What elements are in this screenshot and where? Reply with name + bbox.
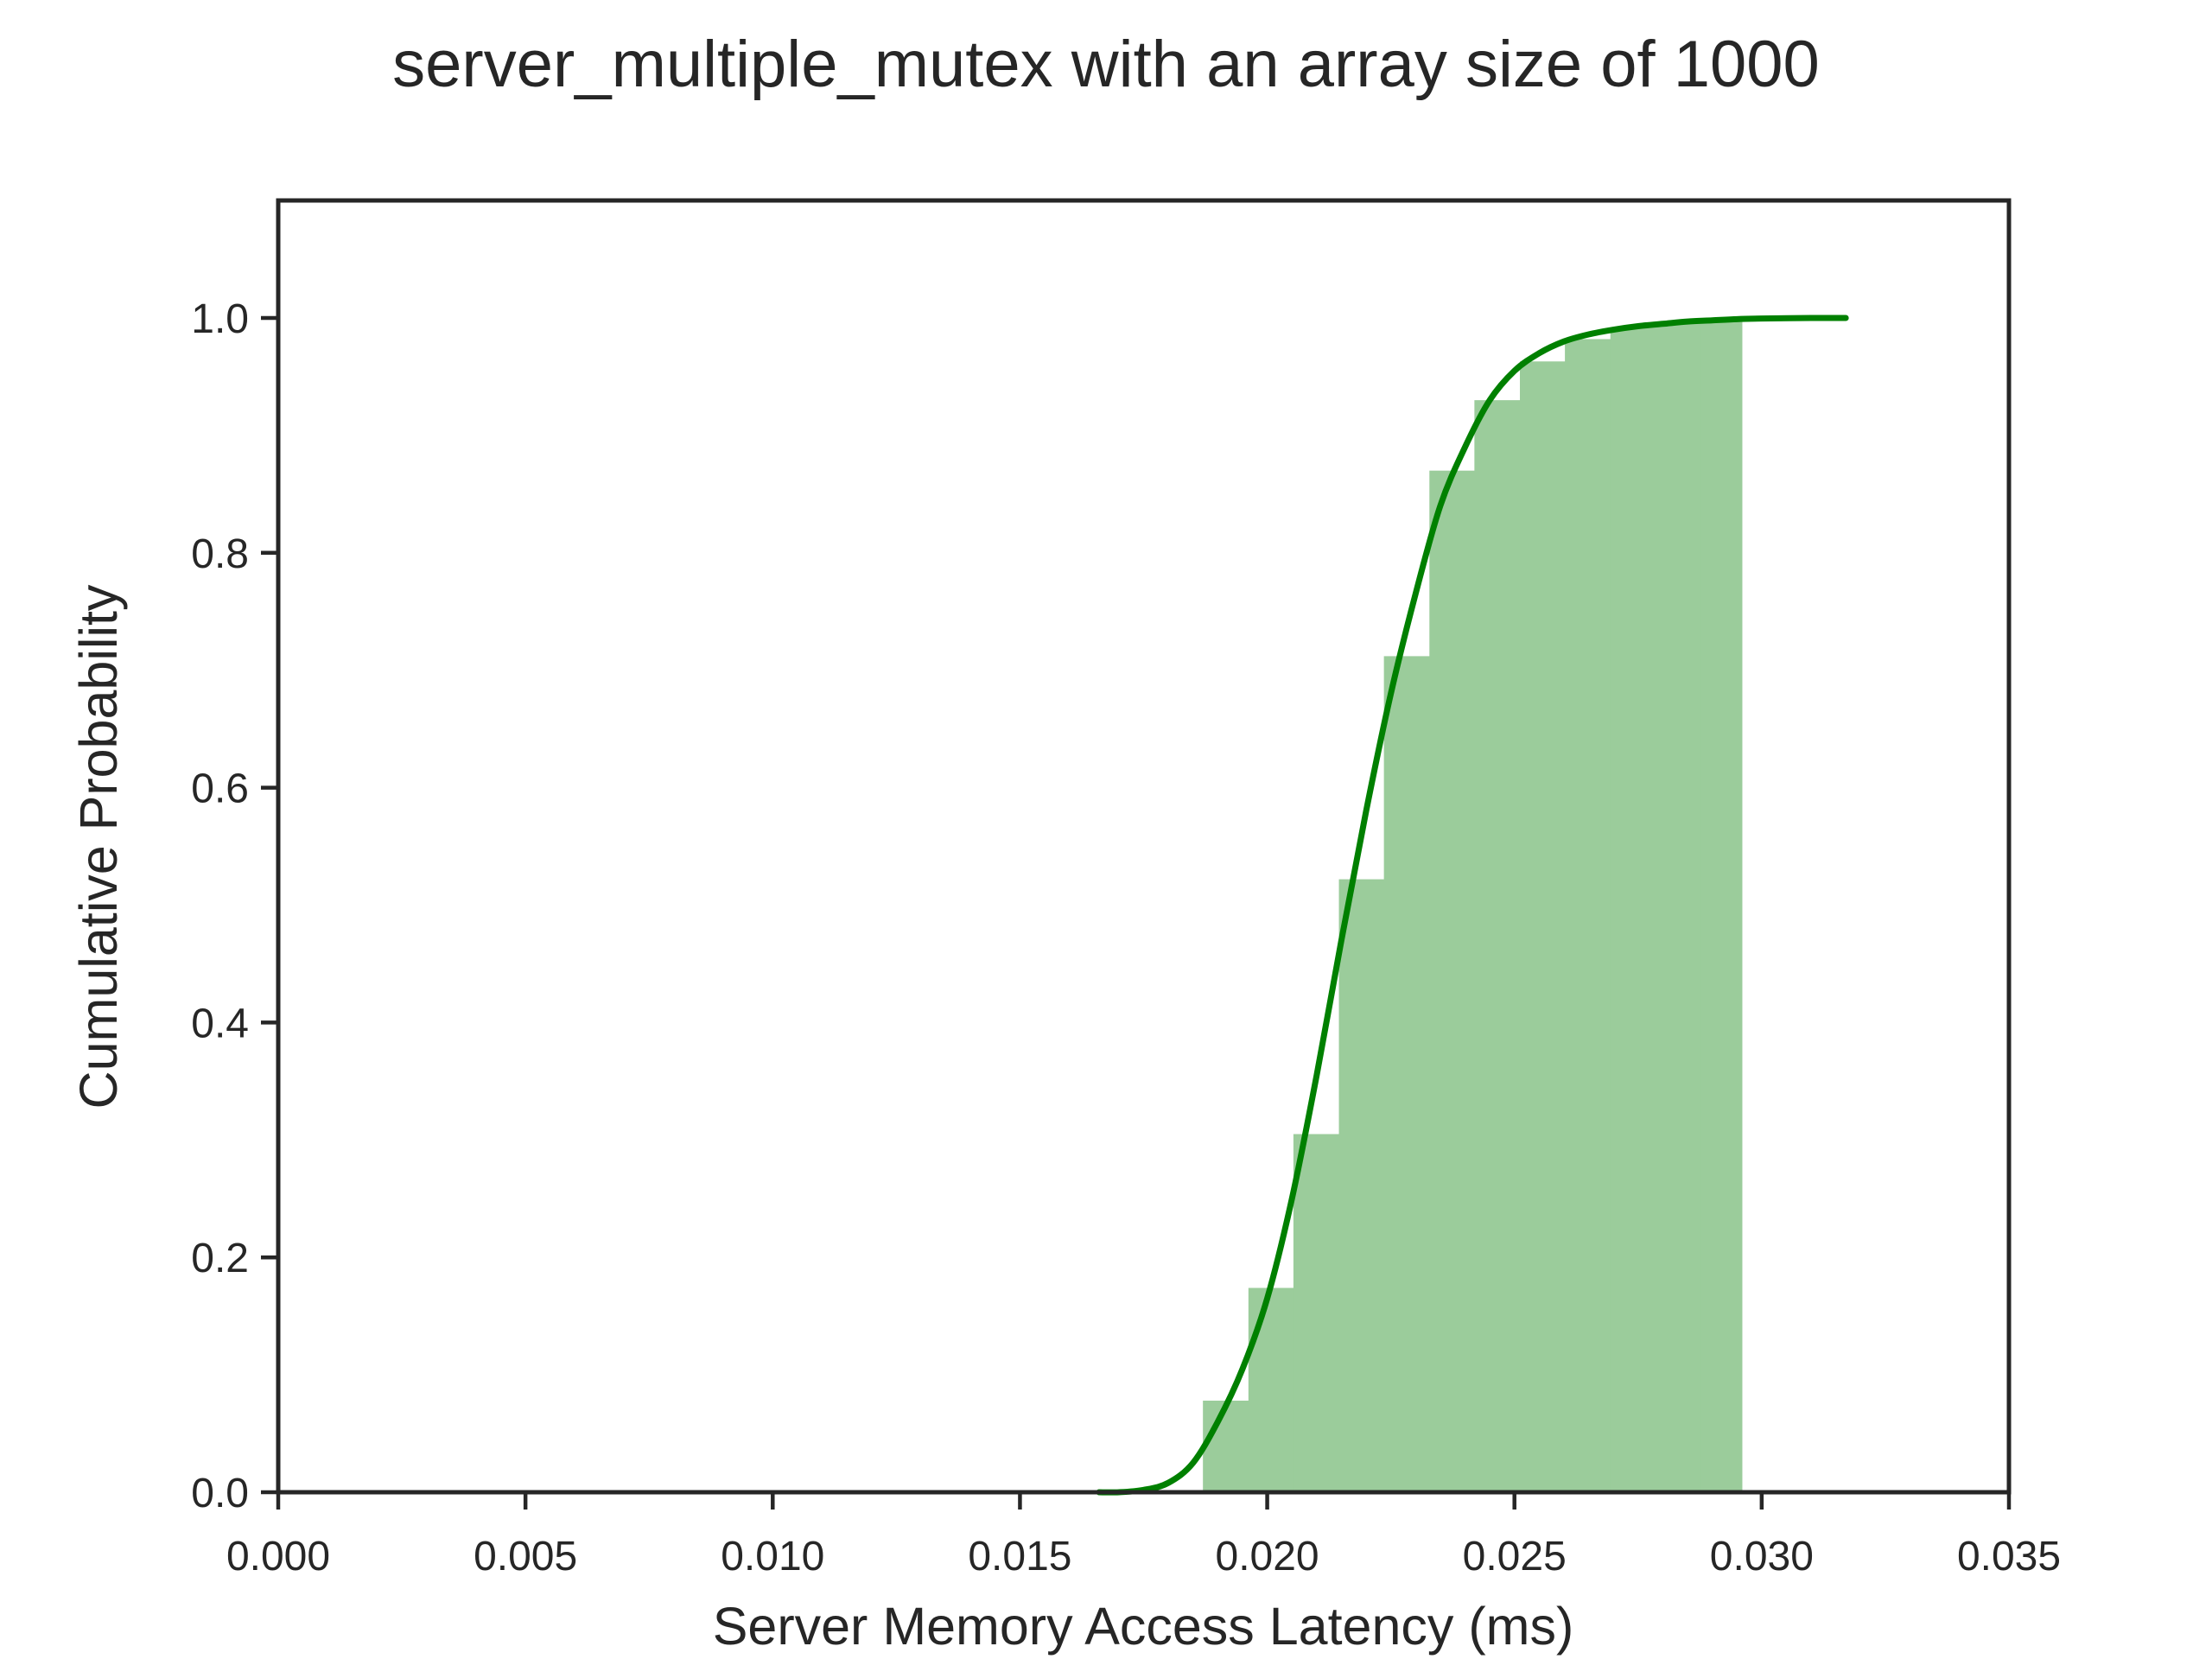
x-axis: 0.000 0.005 0.010 0.015 0.020 0.025 0.030 0.035 <box>226 1492 2061 1580</box>
histogram-bar <box>1203 1400 1249 1492</box>
histogram-bars <box>1203 318 1743 1493</box>
x-tick-label: 0.015 <box>968 1534 1071 1580</box>
plot-area <box>276 198 2012 1496</box>
histogram-bar <box>1474 400 1521 1492</box>
y-tick-label: 1.0 <box>191 296 249 342</box>
x-tick-label: 0.000 <box>226 1534 330 1580</box>
x-tick-label: 0.005 <box>474 1534 577 1580</box>
histogram-bar <box>1520 361 1566 1493</box>
cdf-line <box>1096 315 1849 1496</box>
y-tick-label: 0.4 <box>191 1001 249 1046</box>
histogram-bar <box>1610 327 1656 1492</box>
y-tick-label: 0.0 <box>191 1471 249 1516</box>
histogram-bar <box>1248 1287 1294 1492</box>
histogram-bar <box>1700 318 1743 1492</box>
y-axis-label: Cumulative Probability <box>69 584 128 1109</box>
chart-title: server_multiple_mutex with an array size… <box>392 28 1820 101</box>
y-axis: 0.0 0.2 0.4 0.6 0.8 1.0 <box>191 296 278 1516</box>
y-tick-label: 0.2 <box>191 1236 249 1281</box>
x-tick-label: 0.020 <box>1216 1534 1319 1580</box>
histogram-bar <box>1338 879 1385 1492</box>
x-axis-label: Server Memory Access Latency (ms) <box>713 1597 1574 1656</box>
y-tick-label: 0.8 <box>191 531 249 577</box>
histogram-bar <box>1383 656 1430 1492</box>
histogram-bar <box>1429 470 1475 1493</box>
plot-frame <box>276 198 2012 1495</box>
x-tick-label: 0.025 <box>1463 1534 1567 1580</box>
histogram-bar <box>1655 321 1701 1492</box>
y-tick-label: 0.6 <box>191 766 249 812</box>
x-tick-label: 0.030 <box>1710 1534 1814 1580</box>
x-tick-label: 0.035 <box>1957 1534 2061 1580</box>
histogram-bar <box>1565 339 1611 1492</box>
histogram-bar <box>1293 1134 1340 1492</box>
x-tick-label: 0.010 <box>721 1534 824 1580</box>
